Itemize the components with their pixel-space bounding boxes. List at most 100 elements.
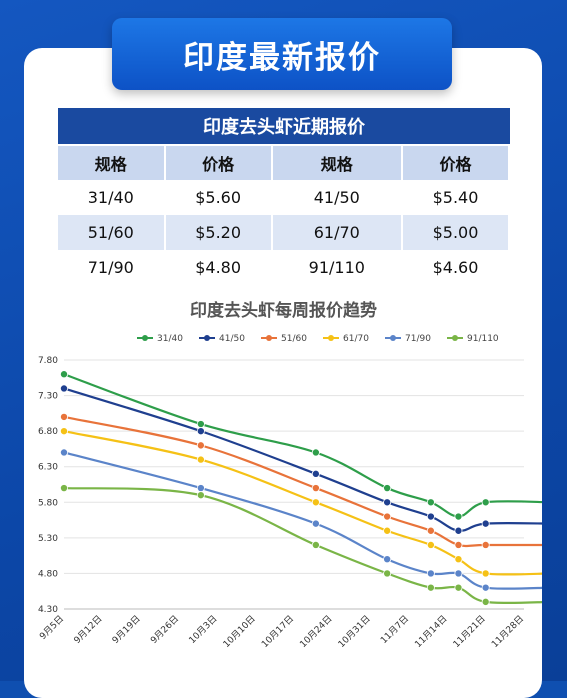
data-point xyxy=(311,448,320,457)
legend-label: 51/60 xyxy=(281,334,307,344)
legend-marker xyxy=(266,335,272,341)
data-point xyxy=(196,455,205,464)
table-title: 印度去头虾近期报价 xyxy=(58,108,510,144)
data-point xyxy=(311,484,320,493)
data-point xyxy=(196,491,205,500)
legend-label: 31/40 xyxy=(157,334,183,344)
data-point xyxy=(426,540,435,549)
page-title: 印度最新报价 xyxy=(112,18,452,90)
data-point xyxy=(481,498,490,507)
data-point xyxy=(383,569,392,578)
x-tick-label: 10月10日 xyxy=(221,613,258,650)
x-tick-label: 10月17日 xyxy=(259,613,296,650)
data-point xyxy=(383,512,392,521)
legend-marker xyxy=(142,335,148,341)
table-cell: $4.60 xyxy=(403,250,510,285)
table-cell: $5.00 xyxy=(403,215,510,250)
chart-title: 印度去头虾每周报价趋势 xyxy=(190,301,377,321)
table-cell: 31/40 xyxy=(58,180,166,215)
y-tick-label: 7.80 xyxy=(38,356,58,366)
data-point xyxy=(60,412,69,421)
data-point xyxy=(454,583,463,592)
y-tick-label: 6.30 xyxy=(38,463,58,473)
x-tick-label: 9月12日 xyxy=(72,613,105,646)
y-tick-label: 6.80 xyxy=(38,427,58,437)
table-cell: 91/110 xyxy=(272,250,404,285)
y-tick-label: 7.30 xyxy=(38,392,58,402)
legend-marker xyxy=(390,335,396,341)
data-point xyxy=(60,484,69,493)
table-cell: $4.80 xyxy=(165,250,273,285)
y-tick-label: 5.80 xyxy=(38,498,58,508)
data-point xyxy=(383,555,392,564)
data-point xyxy=(426,569,435,578)
data-point xyxy=(426,512,435,521)
y-tick-label: 4.30 xyxy=(38,605,58,615)
series-line xyxy=(63,430,542,576)
data-point xyxy=(454,526,463,535)
price-table: 规格 价格 规格 价格 31/40 $5.60 41/50 $5.40 51/6… xyxy=(58,146,510,285)
x-tick-label: 11月21日 xyxy=(451,613,488,650)
table-header-row: 规格 价格 规格 价格 xyxy=(58,146,510,180)
x-tick-label: 9月19日 xyxy=(110,613,143,646)
table-cell: 51/60 xyxy=(58,215,166,250)
header-cell: 价格 xyxy=(165,146,273,180)
data-point xyxy=(454,555,463,564)
y-tick-label: 4.80 xyxy=(38,569,58,579)
y-tick-label: 5.30 xyxy=(38,534,58,544)
legend-label: 61/70 xyxy=(343,334,369,344)
x-tick-label: 11月14日 xyxy=(413,613,450,650)
data-point xyxy=(383,484,392,493)
data-point xyxy=(196,441,205,450)
data-point xyxy=(481,583,490,592)
x-tick-label: 11月7日 xyxy=(378,613,411,646)
x-tick-label: 9月26日 xyxy=(148,613,181,646)
data-point xyxy=(196,484,205,493)
legend-marker xyxy=(452,335,458,341)
x-tick-label: 10月31日 xyxy=(336,613,373,650)
legend-marker xyxy=(328,335,334,341)
data-point xyxy=(454,512,463,521)
data-point xyxy=(196,420,205,429)
table-row: 71/90 $4.80 91/110 $4.60 xyxy=(58,250,510,285)
data-point xyxy=(383,498,392,507)
legend-label: 41/50 xyxy=(219,334,245,344)
data-point xyxy=(454,540,463,549)
data-point xyxy=(426,498,435,507)
data-point xyxy=(481,519,490,528)
data-point xyxy=(60,427,69,436)
table-cell: $5.60 xyxy=(165,180,273,215)
x-tick-label: 10月3日 xyxy=(187,613,220,646)
table-cell: 61/70 xyxy=(272,215,404,250)
data-point xyxy=(481,597,490,606)
header-cell: 规格 xyxy=(58,146,166,180)
legend-marker xyxy=(204,335,210,341)
data-point xyxy=(60,448,69,457)
data-point xyxy=(481,569,490,578)
legend-label: 71/90 xyxy=(405,334,431,344)
data-point xyxy=(383,526,392,535)
x-tick-label: 11月28日 xyxy=(489,613,526,650)
table-cell: 41/50 xyxy=(272,180,404,215)
data-point xyxy=(311,498,320,507)
header-cell: 价格 xyxy=(403,146,510,180)
data-point xyxy=(426,526,435,535)
x-tick-label: 10月24日 xyxy=(298,613,335,650)
table-cell: $5.20 xyxy=(165,215,273,250)
data-point xyxy=(481,540,490,549)
table-row: 31/40 $5.60 41/50 $5.40 xyxy=(58,180,510,215)
table-row: 51/60 $5.20 61/70 $5.00 xyxy=(58,215,510,250)
data-point xyxy=(426,583,435,592)
data-point xyxy=(311,519,320,528)
x-tick-label: 9月5日 xyxy=(38,613,67,642)
table-cell: 71/90 xyxy=(58,250,166,285)
legend-label: 91/110 xyxy=(467,334,499,344)
data-point xyxy=(311,469,320,478)
header-cell: 规格 xyxy=(272,146,404,180)
data-point xyxy=(60,370,69,379)
data-point xyxy=(196,427,205,436)
data-point xyxy=(60,384,69,393)
data-point xyxy=(454,569,463,578)
table-cell: $5.40 xyxy=(403,180,510,215)
